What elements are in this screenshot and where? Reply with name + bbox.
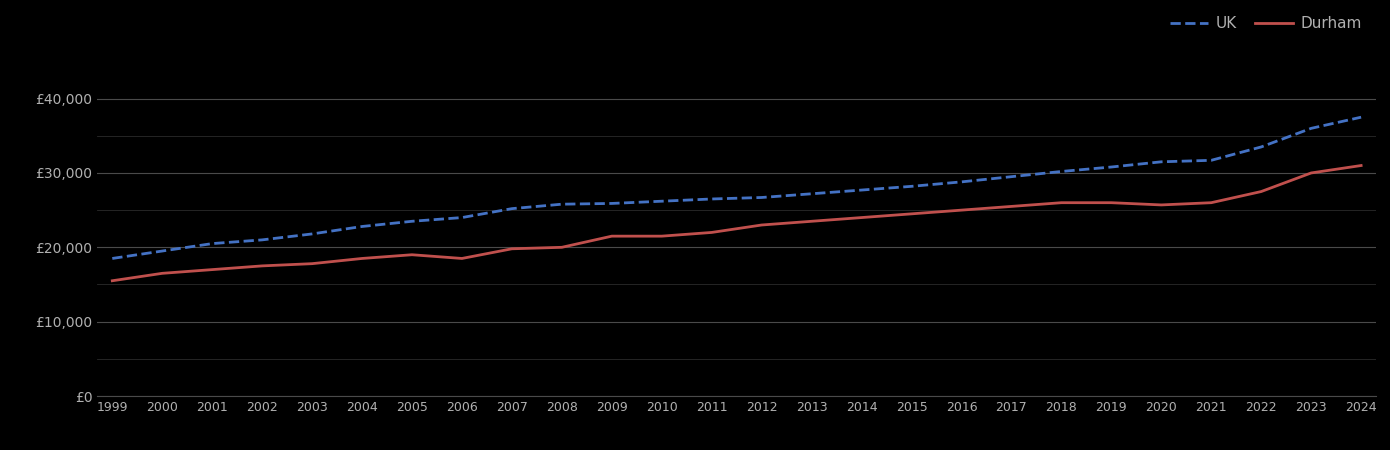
UK: [353, 224, 370, 229]
Durham: [803, 219, 820, 224]
Durham: [1004, 204, 1020, 209]
Durham: [954, 207, 970, 213]
Durham: [1104, 200, 1120, 205]
UK: [954, 179, 970, 184]
Durham: [1252, 189, 1269, 194]
UK: [803, 191, 820, 197]
UK: [1104, 164, 1120, 170]
Line: UK: UK: [113, 117, 1361, 258]
UK: [703, 196, 720, 202]
Durham: [204, 267, 221, 272]
UK: [904, 184, 920, 189]
Durham: [703, 230, 720, 235]
Durham: [403, 252, 420, 257]
Durham: [503, 246, 520, 252]
Durham: [603, 234, 620, 239]
Durham: [853, 215, 870, 220]
UK: [1252, 144, 1269, 150]
UK: [1054, 169, 1070, 174]
UK: [603, 201, 620, 206]
Durham: [254, 263, 271, 269]
Durham: [1152, 202, 1169, 207]
Durham: [904, 211, 920, 216]
Durham: [104, 278, 121, 284]
Durham: [1054, 200, 1070, 205]
UK: [204, 241, 221, 246]
UK: [304, 231, 321, 237]
Durham: [353, 256, 370, 261]
UK: [553, 202, 570, 207]
UK: [653, 198, 670, 204]
UK: [753, 195, 770, 200]
Line: Durham: Durham: [113, 166, 1361, 281]
UK: [1202, 158, 1219, 163]
Durham: [453, 256, 470, 261]
Durham: [653, 234, 670, 239]
UK: [254, 237, 271, 243]
UK: [1004, 174, 1020, 180]
UK: [853, 187, 870, 193]
Durham: [1302, 170, 1319, 176]
UK: [104, 256, 121, 261]
Durham: [753, 222, 770, 228]
Durham: [1202, 200, 1219, 205]
Durham: [154, 270, 171, 276]
UK: [154, 248, 171, 254]
UK: [1302, 126, 1319, 131]
Durham: [553, 245, 570, 250]
UK: [1352, 114, 1369, 120]
UK: [1152, 159, 1169, 165]
UK: [403, 219, 420, 224]
UK: [503, 206, 520, 211]
Durham: [304, 261, 321, 266]
Legend: UK, Durham: UK, Durham: [1163, 10, 1369, 37]
Durham: [1352, 163, 1369, 168]
UK: [453, 215, 470, 220]
